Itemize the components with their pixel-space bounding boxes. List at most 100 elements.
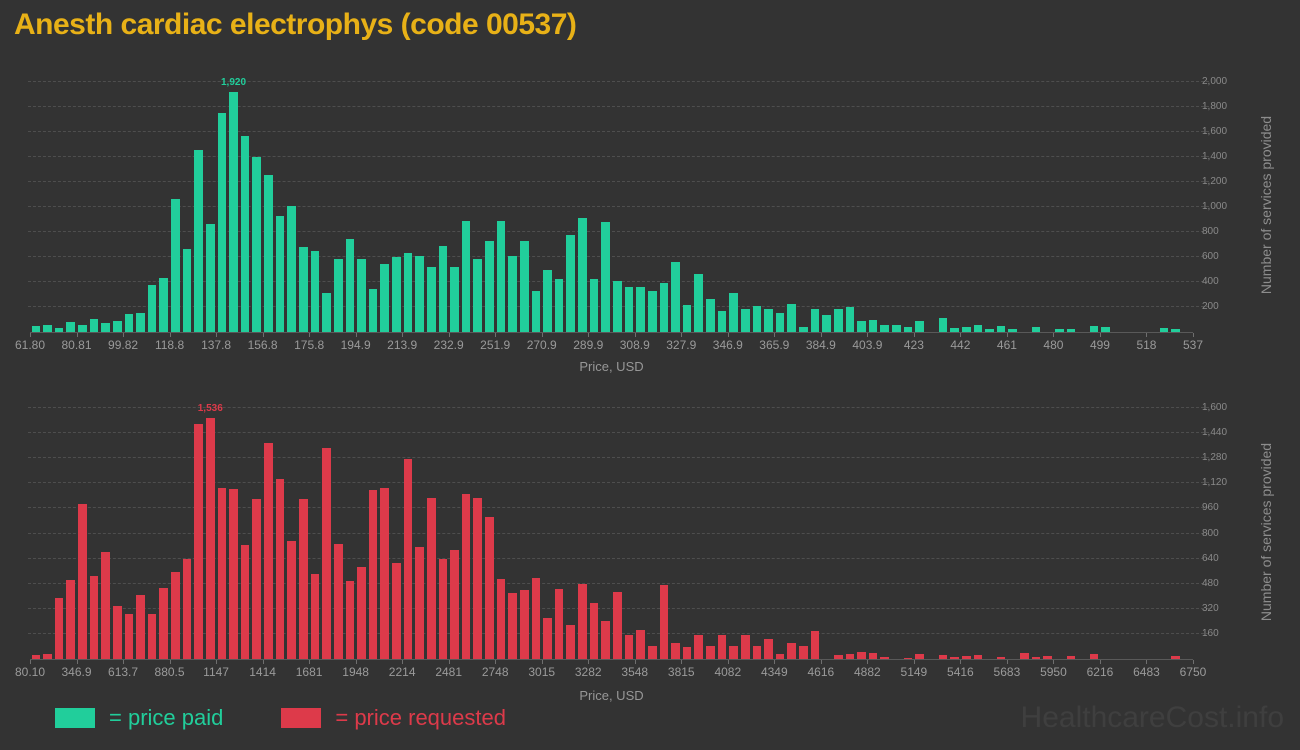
paid-bar[interactable] (903, 327, 913, 332)
requested-bar[interactable] (717, 635, 727, 659)
requested-bar[interactable] (868, 652, 878, 659)
requested-bar[interactable] (647, 645, 657, 659)
requested-bar[interactable] (287, 541, 296, 659)
paid-bar[interactable] (473, 259, 483, 332)
paid-bar[interactable] (822, 315, 831, 332)
requested-bar[interactable] (357, 566, 366, 659)
requested-bar[interactable] (729, 645, 738, 659)
paid-bar[interactable] (950, 327, 959, 332)
paid-bar[interactable] (996, 325, 1006, 332)
requested-bar[interactable] (310, 574, 320, 659)
paid-bar[interactable] (136, 312, 145, 332)
requested-bar[interactable] (426, 498, 436, 659)
paid-bar[interactable] (403, 252, 413, 332)
paid-bar[interactable] (845, 306, 855, 332)
requested-bar[interactable] (322, 448, 331, 659)
paid-bar[interactable] (205, 223, 215, 332)
requested-bar[interactable] (810, 630, 820, 659)
paid-bar[interactable] (508, 255, 517, 332)
requested-bar[interactable] (845, 654, 855, 659)
paid-bar[interactable] (671, 261, 680, 332)
requested-bar[interactable] (938, 655, 948, 659)
requested-bar[interactable] (508, 593, 517, 659)
paid-bar[interactable] (682, 305, 692, 332)
paid-bar[interactable] (787, 304, 797, 332)
requested-bar[interactable] (403, 459, 413, 659)
paid-bar[interactable] (659, 282, 669, 332)
requested-bar[interactable] (996, 657, 1006, 659)
requested-bar[interactable] (124, 614, 134, 659)
requested-bar[interactable] (531, 578, 541, 659)
paid-bar[interactable] (461, 221, 471, 332)
paid-bar[interactable] (264, 174, 273, 332)
paid-bar[interactable] (78, 325, 87, 332)
requested-bar[interactable] (461, 494, 471, 659)
requested-bar[interactable] (1089, 654, 1099, 659)
requested-bar[interactable] (78, 503, 87, 659)
requested-bar[interactable] (438, 558, 448, 659)
paid-bar[interactable] (892, 325, 901, 332)
requested-bar[interactable] (264, 443, 273, 659)
requested-bar[interactable] (799, 645, 808, 659)
requested-bar[interactable] (589, 603, 599, 659)
requested-bar[interactable] (112, 606, 122, 659)
paid-bar[interactable] (194, 149, 203, 332)
paid-bar[interactable] (1101, 327, 1111, 332)
paid-bar[interactable] (519, 241, 529, 332)
requested-bar[interactable] (636, 630, 645, 659)
paid-bar[interactable] (764, 309, 773, 332)
requested-bar[interactable] (205, 418, 215, 659)
paid-bar[interactable] (298, 246, 308, 332)
requested-bar[interactable] (415, 546, 424, 659)
paid-bar[interactable] (415, 255, 424, 332)
paid-bar[interactable] (578, 217, 587, 332)
paid-bar[interactable] (601, 221, 610, 332)
paid-bar[interactable] (973, 324, 983, 332)
requested-bar[interactable] (392, 563, 401, 659)
requested-bar[interactable] (752, 646, 762, 659)
paid-bar[interactable] (252, 156, 262, 332)
requested-bar[interactable] (473, 498, 483, 659)
paid-bar[interactable] (636, 286, 645, 332)
paid-bar[interactable] (624, 286, 634, 332)
requested-bar[interactable] (880, 657, 890, 659)
requested-bar[interactable] (1043, 655, 1052, 659)
paid-bar[interactable] (171, 199, 180, 332)
requested-bar[interactable] (298, 499, 308, 659)
requested-bar[interactable] (252, 499, 262, 659)
requested-bar[interactable] (857, 651, 866, 659)
requested-bar[interactable] (915, 654, 924, 659)
paid-bar[interactable] (857, 321, 866, 332)
paid-bar[interactable] (706, 299, 715, 332)
requested-bar[interactable] (380, 488, 390, 659)
requested-bar[interactable] (217, 488, 227, 659)
paid-bar[interactable] (1159, 327, 1169, 332)
paid-bar[interactable] (31, 326, 41, 332)
requested-bar[interactable] (659, 584, 669, 659)
requested-bar[interactable] (194, 423, 203, 659)
paid-bar[interactable] (357, 258, 366, 332)
paid-bar[interactable] (833, 309, 843, 332)
paid-bar[interactable] (426, 266, 436, 332)
requested-bar[interactable] (694, 634, 704, 659)
paid-bar[interactable] (1066, 328, 1076, 332)
paid-bar[interactable] (752, 305, 762, 332)
paid-bar[interactable] (729, 292, 738, 332)
paid-bar[interactable] (310, 250, 320, 332)
requested-bar[interactable] (543, 618, 552, 659)
requested-bar[interactable] (775, 653, 785, 659)
requested-bar[interactable] (764, 639, 773, 659)
paid-bar[interactable] (566, 235, 576, 332)
requested-bar[interactable] (973, 655, 983, 659)
requested-bar[interactable] (159, 587, 169, 659)
paid-bar[interactable] (880, 324, 890, 332)
paid-bar[interactable] (740, 309, 750, 332)
paid-bar[interactable] (694, 273, 704, 332)
paid-bar[interactable] (450, 266, 459, 332)
requested-bar[interactable] (1066, 655, 1076, 659)
requested-bar[interactable] (519, 590, 529, 659)
paid-bar[interactable] (589, 278, 599, 332)
paid-bar[interactable] (717, 310, 727, 332)
requested-bar[interactable] (66, 579, 75, 659)
requested-bar[interactable] (182, 558, 192, 659)
